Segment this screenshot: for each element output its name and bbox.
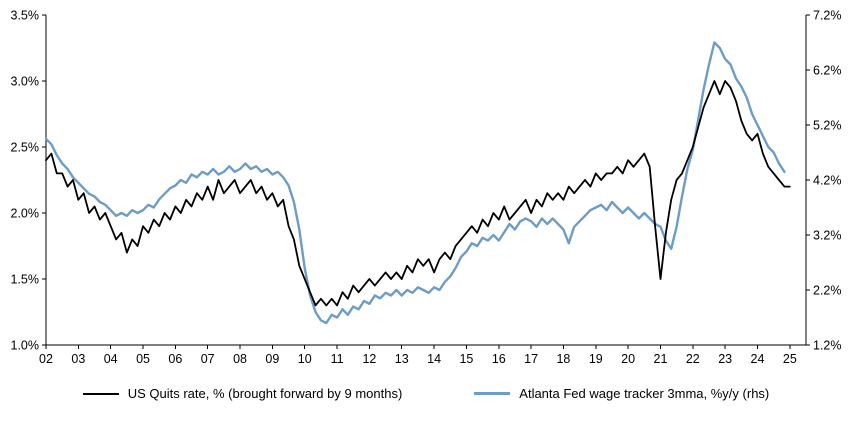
x-axis-tick-label: 08 (233, 352, 247, 366)
right-axis-tick-label: 6.2% (813, 64, 842, 78)
right-axis-tick-label: 2.2% (813, 284, 842, 298)
left-axis-tick-label: 1.0% (11, 339, 40, 353)
right-axis-tick-label: 7.2% (813, 9, 842, 23)
x-axis-tick-label: 09 (265, 352, 279, 366)
x-axis-tick-label: 02 (39, 352, 53, 366)
x-axis-tick-label: 14 (427, 352, 441, 366)
x-axis-tick-label: 04 (104, 352, 118, 366)
x-axis-tick-label: 18 (556, 352, 570, 366)
x-axis-tick-label: 17 (524, 352, 538, 366)
quits-rate-legend-label: US Quits rate, % (brought forward by 9 m… (127, 386, 403, 401)
legend-item-quits-rate: US Quits rate, % (brought forward by 9 m… (82, 386, 403, 401)
legend-item-wage-tracker: Atlanta Fed wage tracker 3mma, %y/y (rhs… (474, 386, 769, 401)
x-axis-tick-label: 21 (654, 352, 668, 366)
x-axis-tick-label: 11 (331, 352, 344, 366)
x-axis-tick-label: 06 (168, 352, 182, 366)
x-axis-tick-label: 03 (71, 352, 85, 366)
x-axis-tick-label: 10 (298, 352, 312, 366)
left-axis-tick-label: 2.5% (11, 141, 40, 155)
axes (42, 14, 810, 349)
left-axis-tick-label: 3.5% (11, 9, 40, 23)
right-axis-tick-label: 5.2% (813, 119, 842, 133)
x-axis-tick-label: 13 (395, 352, 409, 366)
series-line-quits-rate (45, 80, 791, 307)
series-line-wage-tracker (44, 41, 786, 325)
x-axis-tick-label: 12 (362, 352, 376, 366)
chart-legend: US Quits rate, % (brought forward by 9 m… (0, 386, 852, 401)
x-axis-tick-label: 22 (686, 352, 700, 366)
x-axis-tick-label: 19 (589, 352, 603, 366)
wage-tracker-legend-label: Atlanta Fed wage tracker 3mma, %y/y (rhs… (519, 386, 770, 401)
right-axis-tick-label: 4.2% (813, 174, 842, 188)
x-axis-tick-label: 23 (718, 352, 732, 366)
x-axis-tick-label: 20 (621, 352, 635, 366)
left-axis-tick-label: 1.5% (11, 273, 40, 287)
x-axis-tick-label: 16 (492, 352, 506, 366)
x-axis-tick-label: 07 (201, 352, 215, 366)
x-axis-tick-label: 05 (136, 352, 150, 366)
right-axis-tick-label: 1.2% (813, 339, 842, 353)
x-axis-tick-label: 25 (783, 352, 797, 366)
wage-tracker-line-sample (474, 392, 511, 395)
left-axis-tick-label: 3.0% (11, 75, 40, 89)
x-axis-tick-label: 15 (459, 352, 473, 366)
right-axis-tick-label: 3.2% (813, 229, 842, 243)
left-axis-tick-label: 2.0% (11, 207, 40, 221)
dual-axis-line-chart: 1.0% 1.5% 2.0% 2.5% 3.0% 3.5% 1.2% 2.2% 3.2% 4.2%… (11, 9, 842, 367)
quits-rate-line-sample (82, 392, 119, 395)
x-axis-tick-label: 24 (751, 352, 765, 366)
